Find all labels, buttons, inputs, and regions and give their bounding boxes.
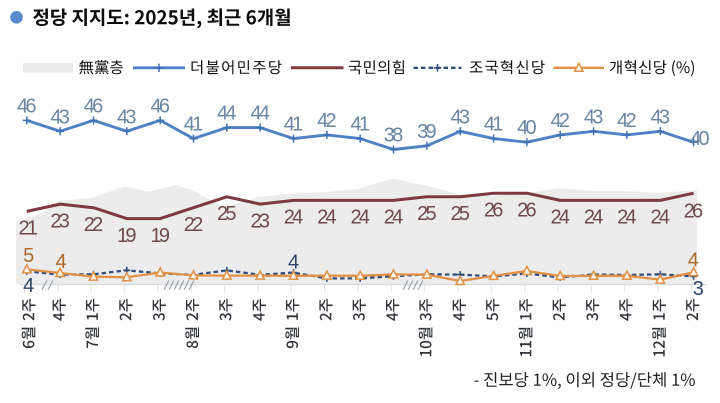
svg-text:21: 21 <box>19 218 39 240</box>
svg-text:25: 25 <box>217 203 237 225</box>
svg-text:42: 42 <box>550 110 570 132</box>
svg-text:40: 40 <box>517 117 537 139</box>
svg-text:24: 24 <box>317 207 337 229</box>
svg-text:43: 43 <box>117 106 137 128</box>
svg-text:46: 46 <box>17 95 37 117</box>
svg-text:5: 5 <box>23 245 34 267</box>
svg-text:25: 25 <box>417 203 437 225</box>
svg-text:24: 24 <box>284 207 304 229</box>
svg-text:22: 22 <box>184 214 204 236</box>
svg-text:26: 26 <box>517 199 537 221</box>
svg-text:42: 42 <box>317 110 337 132</box>
svg-text:24: 24 <box>350 207 370 229</box>
svg-text:43: 43 <box>50 106 70 128</box>
svg-text:44: 44 <box>217 103 237 125</box>
svg-text:41: 41 <box>350 114 370 136</box>
svg-text:24: 24 <box>584 207 604 229</box>
svg-text:38: 38 <box>384 125 404 147</box>
svg-text:24: 24 <box>651 207 671 229</box>
svg-text:44: 44 <box>250 103 270 125</box>
svg-text:42: 42 <box>617 110 637 132</box>
svg-text:41: 41 <box>284 114 304 136</box>
svg-text:22: 22 <box>84 214 104 236</box>
svg-text:3: 3 <box>693 278 704 300</box>
svg-text:4: 4 <box>23 275 34 297</box>
svg-text:43: 43 <box>450 106 470 128</box>
svg-text:41: 41 <box>484 114 504 136</box>
svg-text:43: 43 <box>651 106 671 128</box>
svg-text:23: 23 <box>250 210 270 232</box>
svg-text:26: 26 <box>684 201 704 223</box>
svg-text:39: 39 <box>417 121 437 143</box>
svg-text:23: 23 <box>50 210 70 232</box>
svg-text:25: 25 <box>450 203 470 225</box>
svg-text:19: 19 <box>117 225 137 247</box>
svg-text:41: 41 <box>184 114 204 136</box>
svg-text:4: 4 <box>688 250 699 272</box>
svg-text:19: 19 <box>150 225 170 247</box>
svg-text:46: 46 <box>150 95 170 117</box>
svg-text:24: 24 <box>617 207 637 229</box>
svg-text:4: 4 <box>55 251 66 273</box>
svg-text:26: 26 <box>484 199 504 221</box>
svg-text:24: 24 <box>384 207 404 229</box>
svg-text:4: 4 <box>288 252 299 274</box>
svg-text:43: 43 <box>584 106 604 128</box>
svg-text:24: 24 <box>550 207 570 229</box>
svg-text:46: 46 <box>84 95 104 117</box>
svg-text:40: 40 <box>690 128 710 150</box>
